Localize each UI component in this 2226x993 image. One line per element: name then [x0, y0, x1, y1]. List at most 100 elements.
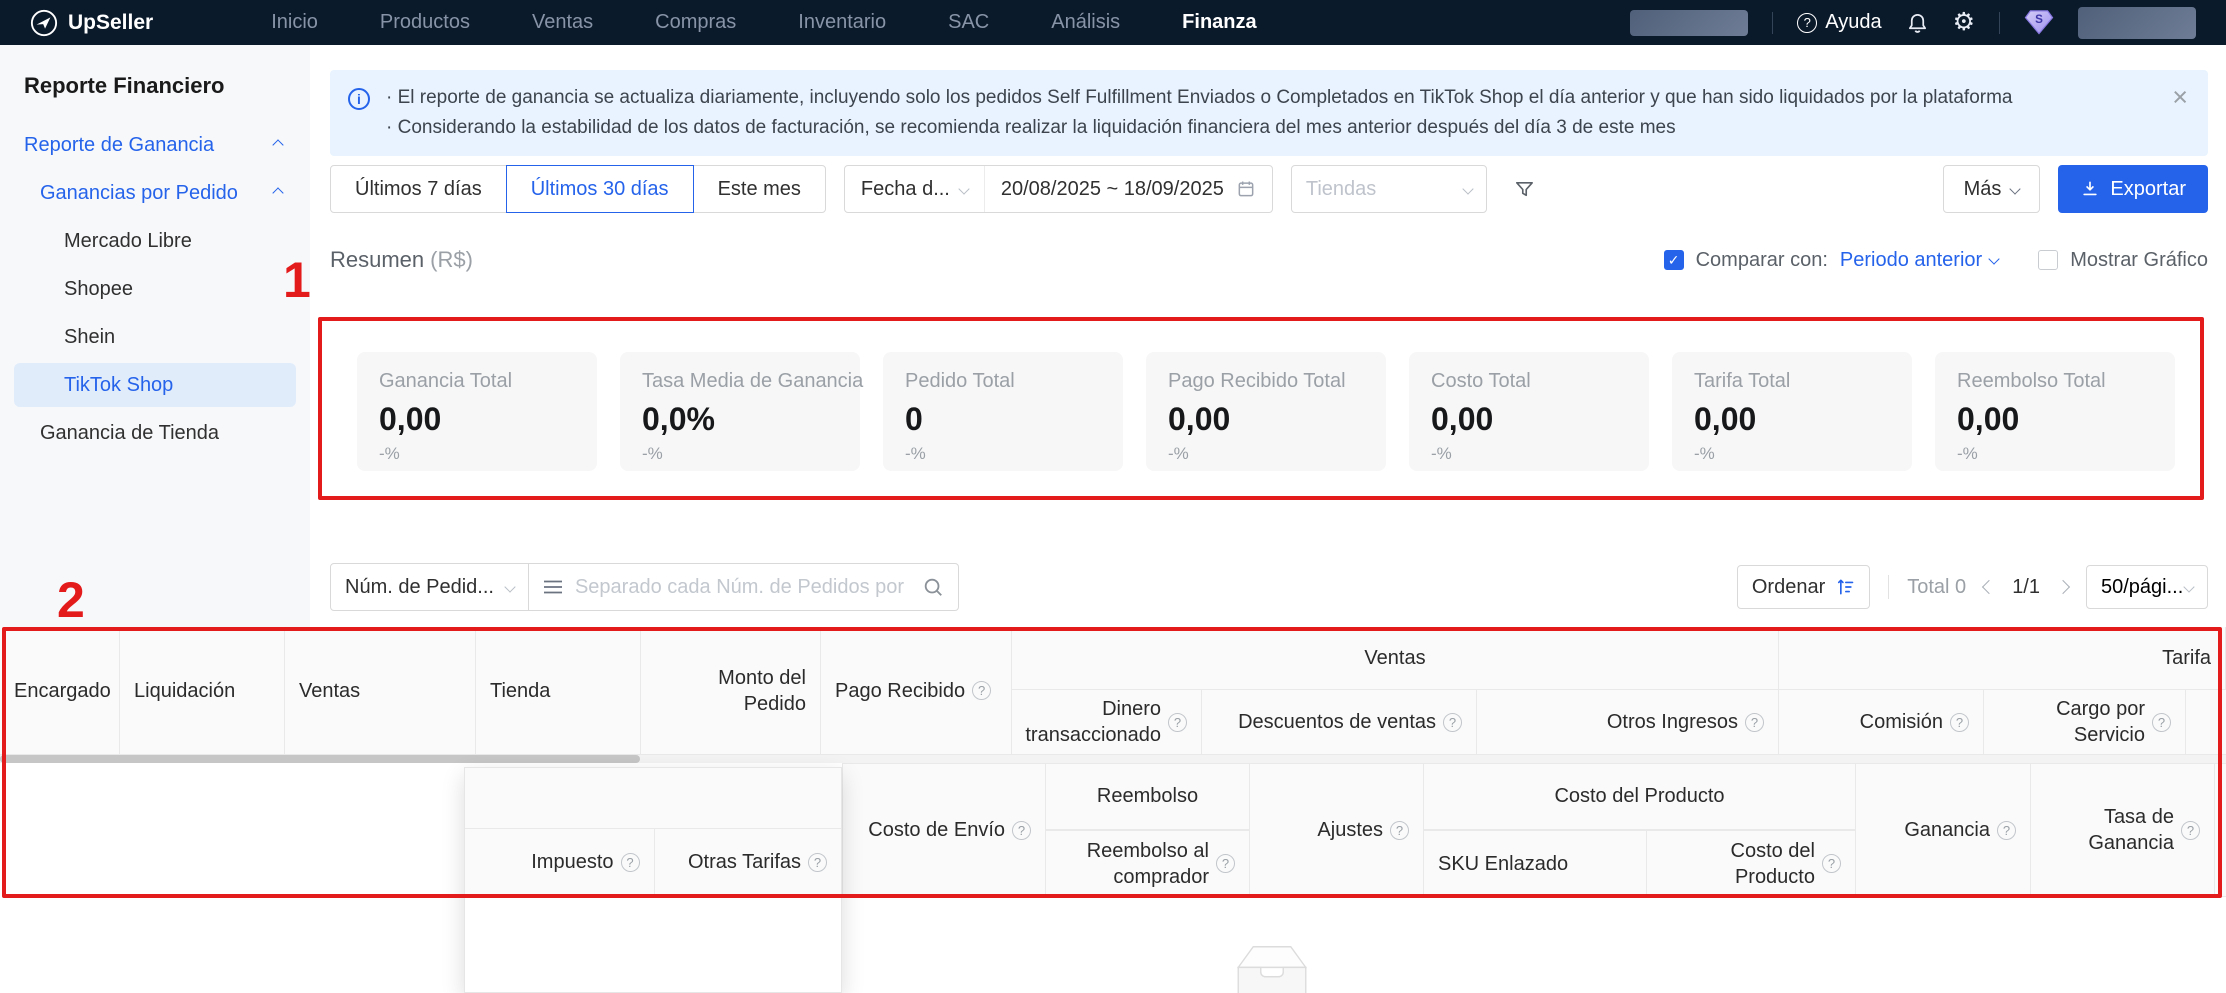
help-circle-icon[interactable] [1745, 712, 1764, 732]
card-tasa-media-de-ganancia: Tasa Media de Ganancia 0,0% -% [620, 352, 863, 471]
column-header-reembolso-al-comprador[interactable]: Reembolso al comprador [1046, 830, 1250, 897]
empty-state-box-icon [1222, 943, 1322, 993]
group-header-costo-del-producto[interactable]: Costo del Producto [1424, 763, 1856, 830]
chevron-down-icon [958, 183, 970, 195]
calendar-icon [1236, 179, 1256, 199]
sidebar-item-ganancia-de-tienda[interactable]: Ganancia de Tienda [40, 421, 220, 444]
show-chart-checkbox[interactable] [2038, 250, 2059, 270]
range-last-30-days-button[interactable]: Últimos 30 días [505, 165, 694, 213]
help-circle-icon[interactable] [2181, 820, 2200, 840]
chevron-up-icon [272, 139, 284, 151]
sidebar-item-ganancias-por-pedido[interactable]: Ganancias por Pedido [14, 171, 296, 215]
compare-period-select[interactable]: Periodo anterior [1840, 249, 2000, 272]
column-header-liquidacion[interactable]: Liquidación [120, 627, 285, 754]
card-costo-total: Costo Total 0,00 -% [1409, 352, 1649, 471]
sidebar-item-shein[interactable]: Shein [64, 325, 116, 348]
export-button[interactable]: Exportar [2058, 165, 2208, 213]
brand-logo[interactable]: UpSeller [30, 9, 153, 37]
plan-gem-icon[interactable]: S [2024, 9, 2054, 36]
column-header-impuesto[interactable]: Impuesto [465, 829, 654, 896]
scrollbar-thumb[interactable] [0, 755, 640, 763]
group-header-ventas[interactable]: Ventas [1012, 627, 1779, 690]
column-header-costo-de-envio[interactable]: Costo de Envío [842, 763, 1046, 897]
nav-item-ventas[interactable]: Ventas [531, 11, 594, 33]
settings-gear-icon[interactable] [1953, 10, 1975, 35]
help-circle-icon[interactable] [1216, 854, 1235, 873]
nav-item-compras[interactable]: Compras [655, 11, 737, 33]
stores-select[interactable]: Tiendas [1290, 165, 1487, 213]
search-type-select[interactable]: Núm. de Pedid... [330, 563, 529, 611]
sidebar-item-reporte-de-ganancia[interactable]: Reporte de Ganancia [14, 123, 296, 167]
range-this-month-button[interactable]: Este mes [692, 165, 826, 213]
compare-label: Comparar con: [1695, 248, 1828, 271]
sidebar: Reporte Financiero Reporte de Ganancia G… [0, 45, 310, 627]
nav-item-analisis[interactable]: Análisis [1051, 11, 1121, 33]
card-reembolso-total: Reembolso Total 0,00 -% [1935, 352, 2175, 471]
column-header-comision[interactable]: Comisión [1779, 690, 1984, 754]
column-header-descuentos-de-ventas[interactable]: Descuentos de ventas [1202, 690, 1477, 754]
help-circle-icon[interactable] [1822, 854, 1841, 873]
help-circle-icon[interactable] [1168, 712, 1187, 732]
close-icon[interactable] [2172, 84, 2188, 111]
group-header-reembolso[interactable]: Reembolso [1046, 763, 1250, 830]
nav-item-inventario[interactable]: Inventario [798, 11, 887, 33]
help-button[interactable]: Ayuda [1797, 11, 1882, 34]
floating-column-panel[interactable]: Impuesto Otras Tarifas [464, 767, 842, 993]
column-header-costo-del-producto[interactable]: Costo del Producto [1647, 830, 1856, 897]
column-header-pago-recibido[interactable]: Pago Recibido [821, 627, 1012, 754]
card-pago-recibido-total: Pago Recibido Total 0,00 -% [1146, 352, 1386, 471]
more-button[interactable]: Más [1942, 165, 2041, 213]
upseller-logo-icon [30, 9, 58, 37]
sidebar-item-shopee[interactable]: Shopee [64, 277, 133, 300]
nav-item-productos[interactable]: Productos [379, 11, 470, 33]
column-header-ganancia[interactable]: Ganancia [1856, 763, 2031, 897]
sidebar-item-tiktok-shop[interactable]: TikTok Shop [14, 363, 296, 407]
sidebar-item-mercado-libre[interactable]: Mercado Libre [64, 229, 192, 252]
nav-item-finanza[interactable]: Finanza [1182, 11, 1257, 33]
column-header-tienda[interactable]: Tienda [476, 627, 641, 754]
main-content: · El reporte de ganancia se actualiza di… [310, 45, 2226, 627]
nav-item-sac[interactable]: SAC [948, 11, 990, 33]
sort-button[interactable]: Ordenar [1736, 565, 1871, 609]
divider [1999, 11, 2000, 34]
help-circle-icon[interactable] [620, 853, 640, 872]
next-page-icon[interactable] [2055, 579, 2071, 595]
search-icon[interactable] [922, 576, 944, 598]
date-range-picker[interactable]: 20/08/2025 ~ 18/09/2025 [985, 178, 1272, 201]
group-header-tarifa[interactable]: Tarifa [1779, 627, 2226, 690]
column-header-cargo-por-servicio[interactable]: Cargo por Servicio [1984, 690, 2186, 754]
previous-page-icon[interactable] [1982, 579, 1997, 595]
summary-header: Resumen (R$) Comparar con: Periodo anter… [330, 247, 2208, 273]
help-circle-icon[interactable] [1012, 820, 1031, 840]
help-circle-icon[interactable] [1443, 712, 1462, 732]
help-circle-icon[interactable] [1390, 820, 1409, 840]
range-last-7-days-button[interactable]: Últimos 7 días [330, 165, 507, 213]
page-size-select[interactable]: 50/pági... [2086, 565, 2208, 609]
floating-panel-header-space [465, 768, 841, 829]
nav-item-inicio[interactable]: Inicio [271, 11, 318, 33]
filter-funnel-icon[interactable] [1513, 178, 1536, 201]
column-header-tasa-de-ganancia[interactable]: Tasa de Ganancia [2031, 763, 2215, 897]
search-input[interactable] [574, 575, 910, 599]
column-header-sku-enlazado[interactable]: SKU Enlazado [1424, 830, 1647, 897]
chevron-up-icon [272, 187, 284, 199]
column-header-ajustes[interactable]: Ajustes [1250, 763, 1424, 897]
table-header-row: Encargado Liquidación Ventas Tienda Mont… [0, 627, 2226, 755]
help-circle-icon[interactable] [2152, 712, 2171, 732]
horizontal-scrollbar[interactable] [0, 755, 2226, 763]
column-header-otras-tarifas[interactable]: Otras Tarifas [653, 829, 841, 896]
date-type-select[interactable]: Fecha d... [845, 166, 985, 212]
column-header-ventas[interactable]: Ventas [285, 627, 476, 754]
help-circle-icon[interactable] [1997, 820, 2016, 840]
compare-checkbox[interactable] [1663, 250, 1684, 270]
hamburger-icon[interactable] [543, 579, 563, 595]
column-header-dinero-transaccionado[interactable]: Dinero transaccionado [1012, 690, 1202, 754]
column-header-otros-ingresos[interactable]: Otros Ingresos [1477, 690, 1779, 754]
search-control: Núm. de Pedid... [330, 563, 959, 611]
help-circle-icon[interactable] [808, 853, 827, 872]
notifications-bell-icon[interactable] [1906, 11, 1929, 34]
help-circle-icon[interactable] [1950, 712, 1969, 732]
column-header-encargado[interactable]: Encargado [0, 627, 120, 754]
column-header-monto-del-pedido[interactable]: Monto del Pedido [641, 627, 821, 754]
help-circle-icon[interactable] [972, 681, 992, 700]
